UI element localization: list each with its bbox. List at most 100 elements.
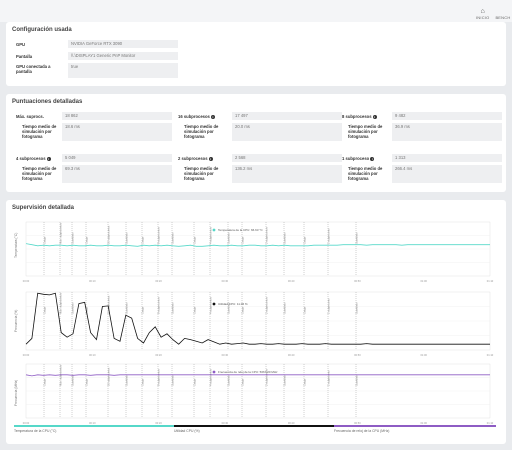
- config-card: Configuración usada GPU NVIDIA GeForce R…: [6, 22, 506, 86]
- phase-marker-label: 8 subprocesos: [157, 296, 161, 314]
- clock-chart[interactable]: Carga Máx. subprocesos Guardado Carga 16 sub…: [14, 360, 502, 426]
- x-tick-label: 01:10: [487, 353, 494, 357]
- score-8-sub-value: 36.9 ms: [392, 123, 502, 141]
- phase-marker-label: Carga: [43, 236, 47, 244]
- config-gpu-connected-value: true: [68, 63, 178, 78]
- phase-marker-label: Guardado: [283, 302, 287, 314]
- phase-marker-label: 16 subprocesos: [107, 367, 111, 386]
- phase-marker-label: 16 subprocesos: [107, 225, 111, 244]
- phase-marker-label: Carga: [241, 378, 245, 386]
- tooltip-text: Frecuencia de reloj de la CPU: 5667.20 M…: [218, 370, 278, 374]
- config-gpu-label: GPU: [16, 42, 26, 47]
- x-tick-label: 00:10: [89, 421, 96, 425]
- score-max-sub-label: Tiempo medio de simulación por fotograma: [22, 124, 57, 139]
- score-16-value: 17 497: [232, 112, 342, 120]
- legend-swatch: [14, 425, 174, 427]
- phase-marker-label: Guardado: [71, 374, 75, 386]
- phase-marker-label: Carga: [241, 306, 245, 314]
- series-line: [25, 243, 490, 247]
- tooltip-text: Utilidad CPU: 11.06 %: [218, 302, 248, 306]
- legend-clock[interactable]: Frecuencia de reloj de la CPU (MHz): [334, 425, 496, 435]
- legend-label: Temperatura de la CPU (°C): [14, 429, 57, 433]
- phase-marker-label: Máx. subprocesos: [59, 292, 63, 314]
- cpu-utility-plot: Carga Máx. subprocesos Guardado Carga 16 sub…: [23, 291, 494, 357]
- phase-marker-label: 1 subproceso: [327, 228, 331, 244]
- nav-bench-label: BENCH: [495, 15, 511, 20]
- x-tick-label: 00:30: [222, 353, 229, 357]
- phase-marker-label: 8 subprocesos: [157, 226, 161, 244]
- nav-bench[interactable]: BENCH: [495, 8, 510, 20]
- info-icon[interactable]: i: [372, 114, 377, 119]
- clock-ylabel: Frecuencia (MHz): [14, 379, 18, 406]
- legend-temperature[interactable]: Temperatura de la CPU (°C): [14, 425, 174, 435]
- score-1-sub-label: Tiempo medio de simulación por fotograma: [348, 166, 383, 181]
- score-4-value: 5 049: [62, 154, 172, 162]
- tooltip-dot: [212, 302, 216, 306]
- legend-label: Utilidad CPU (%): [174, 429, 200, 433]
- score-1-value: 1 313: [392, 154, 502, 162]
- home-icon: ⌂: [480, 8, 485, 15]
- phase-marker-label: Carga: [193, 378, 197, 386]
- x-tick-label: 00:00: [23, 353, 30, 357]
- x-tick-label: 00:10: [89, 353, 96, 357]
- score-16-sub-label: Tiempo medio de simulación por fotograma: [184, 124, 219, 139]
- x-tick-label: 01:00: [420, 279, 427, 283]
- score-4-sub-value: 69.3 ms: [62, 165, 172, 183]
- phase-marker-label: Guardado: [171, 374, 175, 386]
- score-1-sub-value: 266.4 ms: [392, 165, 502, 183]
- nav-home[interactable]: ⌂ INICIO: [476, 8, 489, 20]
- x-tick-label: 00:30: [222, 279, 229, 283]
- phase-marker-label: Guardado: [355, 232, 359, 244]
- info-icon[interactable]: i: [370, 156, 375, 161]
- phase-marker-label: Guardado: [227, 302, 231, 314]
- tooltip-text: Temperatura de la CPU: 66.63 °C: [218, 228, 264, 232]
- info-icon[interactable]: i: [208, 156, 213, 161]
- score-8-label: 8 subprocesos i: [342, 114, 377, 119]
- phase-marker-label: Guardado: [355, 302, 359, 314]
- config-display-value: \\.\DISPLAY1 Generic PnP Monitor: [68, 52, 178, 60]
- scores-title: Puntuaciones detalladas: [12, 99, 83, 105]
- phase-marker-label: Carga: [193, 236, 197, 244]
- cpu-utility-ylabel: Frecuencia (%): [14, 309, 18, 332]
- score-1-label-text: 1 subproceso: [342, 156, 370, 161]
- cpu-utility-chart[interactable]: Carga Máx. subprocesos Guardado Carga 16 sub…: [14, 288, 502, 358]
- temperature-plot: Carga Máx. subprocesos Guardado Carga 16 sub…: [23, 221, 494, 283]
- score-8-value: 9 482: [392, 112, 502, 120]
- monitoring-card: Supervisión detallada Carga Máx. subproce…: [6, 200, 506, 444]
- monitoring-title: Supervisión detallada: [12, 205, 75, 211]
- phase-marker-label: Carga: [193, 306, 197, 314]
- top-nav: ⌂ INICIO BENCH: [476, 8, 510, 20]
- score-2-sub-label: Tiempo medio de simulación por fotograma: [184, 166, 219, 181]
- score-max-label: Máx. suprocs.: [16, 114, 44, 119]
- top-bar: ⌂ INICIO BENCH: [0, 0, 512, 22]
- x-tick-label: 00:40: [288, 421, 295, 425]
- phase-marker-label: Carga: [43, 378, 47, 386]
- score-16-label-text: 16 subprocesos: [178, 114, 210, 119]
- phase-marker-label: Carga: [85, 236, 89, 244]
- score-16-sub-value: 20.0 ms: [232, 123, 342, 141]
- score-4-label: 4 subprocesos i: [16, 156, 51, 161]
- score-max-value: 18 862: [62, 112, 172, 120]
- x-tick-label: 01:10: [487, 421, 494, 425]
- phase-marker-label: 8 subprocesos: [157, 368, 161, 386]
- phase-marker-label: Guardado: [171, 232, 175, 244]
- x-tick-label: 01:10: [487, 279, 494, 283]
- info-icon[interactable]: i: [210, 114, 215, 119]
- score-8-label-text: 8 subprocesos: [342, 114, 372, 119]
- phase-marker-label: Carga: [141, 378, 145, 386]
- legend-cpu-utility[interactable]: Utilidad CPU (%): [174, 425, 334, 435]
- legend-swatch: [334, 425, 496, 427]
- x-tick-label: 00:20: [155, 279, 162, 283]
- score-16-label: 16 subprocesos i: [178, 114, 215, 119]
- score-4-sub-label: Tiempo medio de simulación por fotograma: [22, 166, 57, 181]
- phase-marker-label: Guardado: [125, 302, 129, 314]
- x-tick-label: 01:00: [420, 421, 427, 425]
- temperature-chart[interactable]: Carga Máx. subprocesos Guardado Carga 16 sub…: [14, 218, 502, 284]
- info-icon[interactable]: i: [46, 156, 51, 161]
- x-tick-label: 00:20: [155, 353, 162, 357]
- benchmark-icon: [502, 8, 504, 15]
- clock-plot: Carga Máx. subprocesos Guardado Carga 16 sub…: [23, 363, 494, 425]
- x-tick-label: 01:00: [420, 353, 427, 357]
- phase-marker-label: Guardado: [125, 232, 129, 244]
- x-tick-label: 00:20: [155, 421, 162, 425]
